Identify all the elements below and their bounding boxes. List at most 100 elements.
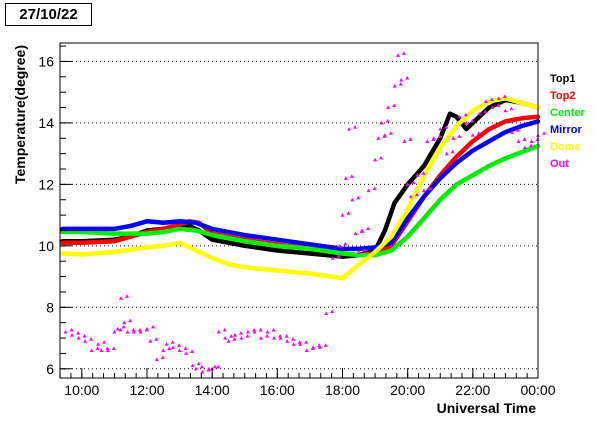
data-point bbox=[402, 139, 407, 143]
data-point bbox=[489, 97, 494, 101]
data-point bbox=[408, 137, 413, 141]
data-point bbox=[427, 186, 432, 191]
data-point bbox=[398, 82, 403, 86]
data-point bbox=[138, 329, 143, 334]
legend-entry-top2: Top2 bbox=[550, 90, 575, 102]
data-point bbox=[317, 345, 322, 349]
data-point bbox=[502, 94, 507, 98]
data-point bbox=[111, 346, 116, 350]
data-point bbox=[216, 329, 221, 334]
data-point bbox=[258, 327, 263, 332]
x-tick-label: 14:00 bbox=[195, 382, 230, 398]
data-point bbox=[118, 296, 123, 300]
plot-series bbox=[60, 51, 546, 374]
data-point bbox=[265, 334, 270, 338]
data-point bbox=[232, 337, 237, 341]
data-point bbox=[193, 366, 198, 371]
data-point bbox=[89, 348, 94, 352]
data-point bbox=[330, 309, 335, 314]
data-point bbox=[285, 339, 290, 343]
data-point bbox=[392, 84, 397, 88]
series-out bbox=[63, 51, 546, 374]
data-point bbox=[362, 247, 367, 252]
data-point bbox=[353, 125, 358, 129]
data-point bbox=[206, 366, 211, 371]
legend-entry-dome: Dome bbox=[550, 141, 581, 153]
data-point bbox=[463, 112, 468, 117]
x-tick-label: 20:00 bbox=[390, 382, 425, 398]
data-point bbox=[252, 327, 257, 332]
data-point bbox=[509, 130, 514, 134]
data-point bbox=[411, 180, 416, 184]
data-point bbox=[483, 99, 488, 103]
data-point bbox=[216, 364, 221, 369]
x-axis-title: Universal Time bbox=[437, 400, 537, 416]
data-point bbox=[246, 329, 251, 334]
data-point bbox=[95, 346, 100, 350]
data-point bbox=[229, 334, 234, 338]
y-tick-label: 14 bbox=[38, 115, 54, 131]
data-point bbox=[112, 329, 117, 334]
data-point bbox=[144, 326, 149, 331]
data-point bbox=[196, 361, 201, 366]
data-point bbox=[395, 53, 400, 57]
data-point bbox=[190, 349, 195, 354]
x-tick-label: 10:00 bbox=[64, 382, 99, 398]
data-point bbox=[99, 348, 104, 352]
x-tick-label: 00:00 bbox=[520, 382, 555, 398]
data-point bbox=[115, 326, 120, 331]
series-mirror bbox=[60, 119, 541, 252]
data-point bbox=[347, 127, 352, 131]
data-point bbox=[291, 342, 296, 346]
data-point bbox=[336, 254, 341, 258]
data-point bbox=[522, 137, 527, 141]
legend-entry-center: Center bbox=[550, 107, 586, 119]
series-center bbox=[60, 143, 541, 258]
data-point bbox=[414, 192, 419, 197]
data-point bbox=[177, 348, 182, 352]
data-point bbox=[76, 330, 81, 335]
data-point bbox=[356, 195, 361, 200]
data-point bbox=[516, 139, 521, 143]
data-point bbox=[425, 139, 430, 143]
data-point bbox=[343, 176, 348, 180]
data-point bbox=[476, 131, 481, 135]
data-point bbox=[405, 182, 410, 186]
data-point bbox=[76, 336, 81, 340]
y-tick-label: 10 bbox=[38, 238, 54, 254]
data-point bbox=[337, 243, 342, 248]
data-point bbox=[226, 339, 231, 343]
data-point bbox=[284, 334, 289, 338]
data-point bbox=[278, 336, 283, 340]
x-tick-label: 22:00 bbox=[455, 382, 490, 398]
data-point bbox=[323, 343, 328, 347]
data-point bbox=[183, 346, 188, 350]
data-point bbox=[83, 339, 88, 343]
data-point bbox=[340, 213, 345, 217]
data-point bbox=[164, 342, 169, 346]
y-tick-label: 6 bbox=[46, 361, 54, 377]
data-point bbox=[121, 324, 126, 329]
data-point bbox=[349, 174, 354, 178]
data-point bbox=[450, 149, 455, 154]
data-point bbox=[124, 294, 129, 298]
data-point bbox=[122, 320, 127, 325]
data-point bbox=[372, 186, 377, 191]
data-point bbox=[431, 136, 436, 140]
data-point bbox=[503, 108, 508, 113]
y-tick-label: 12 bbox=[38, 176, 54, 192]
data-point bbox=[223, 336, 228, 340]
data-point bbox=[160, 355, 165, 360]
data-point bbox=[324, 311, 329, 316]
data-point bbox=[366, 226, 371, 231]
data-point bbox=[291, 337, 296, 341]
data-point bbox=[150, 324, 155, 329]
data-point bbox=[360, 228, 365, 233]
data-point bbox=[125, 329, 130, 334]
data-point bbox=[265, 329, 270, 334]
data-point bbox=[69, 327, 74, 332]
data-point bbox=[239, 336, 244, 340]
data-point bbox=[343, 241, 348, 246]
data-point bbox=[252, 329, 257, 334]
